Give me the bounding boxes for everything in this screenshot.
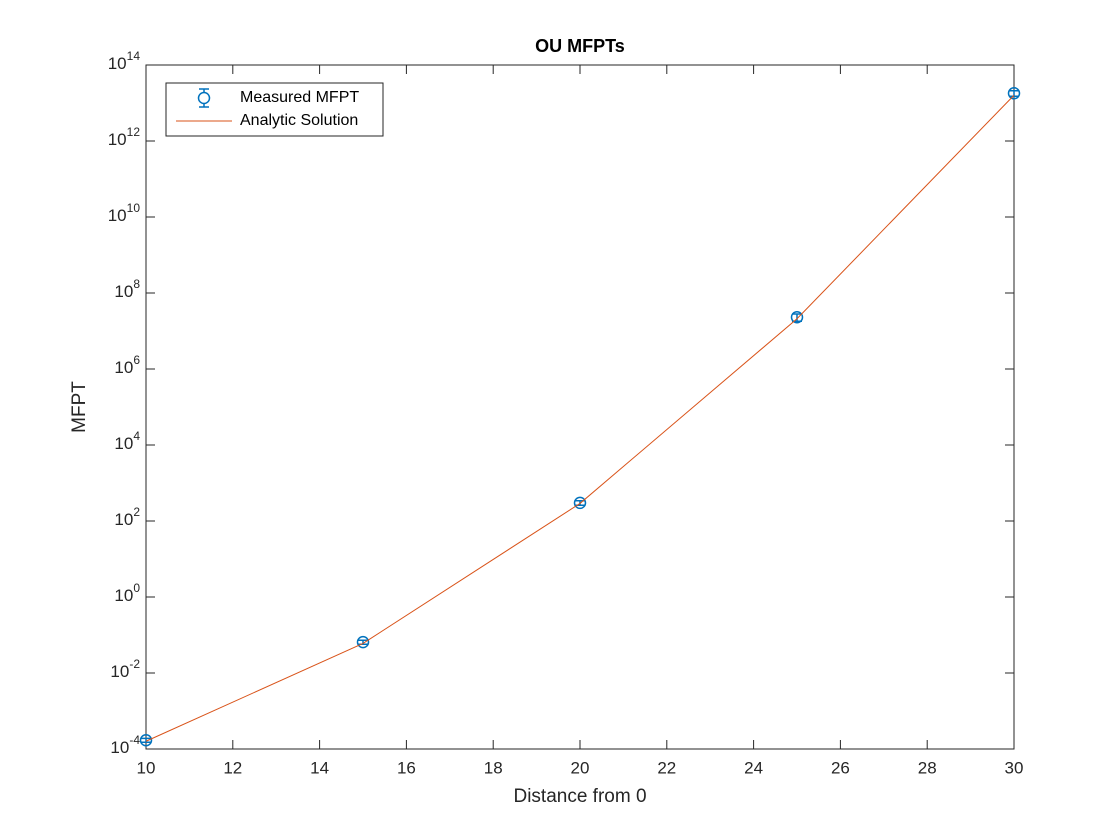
x-tick-label: 22	[657, 758, 676, 777]
x-tick-label: 20	[571, 758, 590, 777]
x-tick-label: 14	[310, 758, 329, 777]
y-tick-label: 1014	[108, 49, 141, 73]
y-tick-label: 10-4	[110, 733, 140, 757]
chart-title: OU MFPTs	[535, 36, 625, 56]
marker	[790, 311, 804, 324]
y-tick-label: 10-2	[110, 657, 140, 681]
marker	[573, 496, 587, 510]
y-tick-label: 108	[114, 277, 140, 301]
x-tick-label: 30	[1005, 758, 1024, 777]
y-tick-label: 1010	[108, 201, 141, 225]
legend-symbol	[197, 91, 211, 105]
y-axis-label: MFPT	[69, 381, 90, 433]
legend-label: Measured MFPT	[240, 89, 359, 106]
x-tick-label: 26	[831, 758, 850, 777]
marker	[356, 635, 370, 649]
x-tick-label: 16	[397, 758, 416, 777]
legend-label: Analytic Solution	[240, 112, 358, 129]
plot-frame	[145, 64, 1015, 750]
y-tick-label: 1012	[108, 125, 141, 149]
y-tick-label: 104	[114, 429, 140, 453]
legend-box	[165, 82, 384, 137]
x-axis-label: Distance from 0	[513, 786, 646, 807]
x-tick-label: 12	[223, 758, 242, 777]
y-tick-label: 100	[114, 581, 140, 605]
marker	[1007, 87, 1021, 100]
error-bar	[141, 737, 151, 744]
x-tick-label: 18	[484, 758, 503, 777]
line	[145, 94, 1015, 742]
y-tick-label: 102	[114, 505, 140, 529]
y-tick-label: 106	[114, 353, 140, 377]
marker	[139, 733, 153, 747]
x-tick-label: 28	[918, 758, 937, 777]
x-tick-label: 10	[137, 758, 156, 777]
x-tick-label: 24	[744, 758, 763, 777]
